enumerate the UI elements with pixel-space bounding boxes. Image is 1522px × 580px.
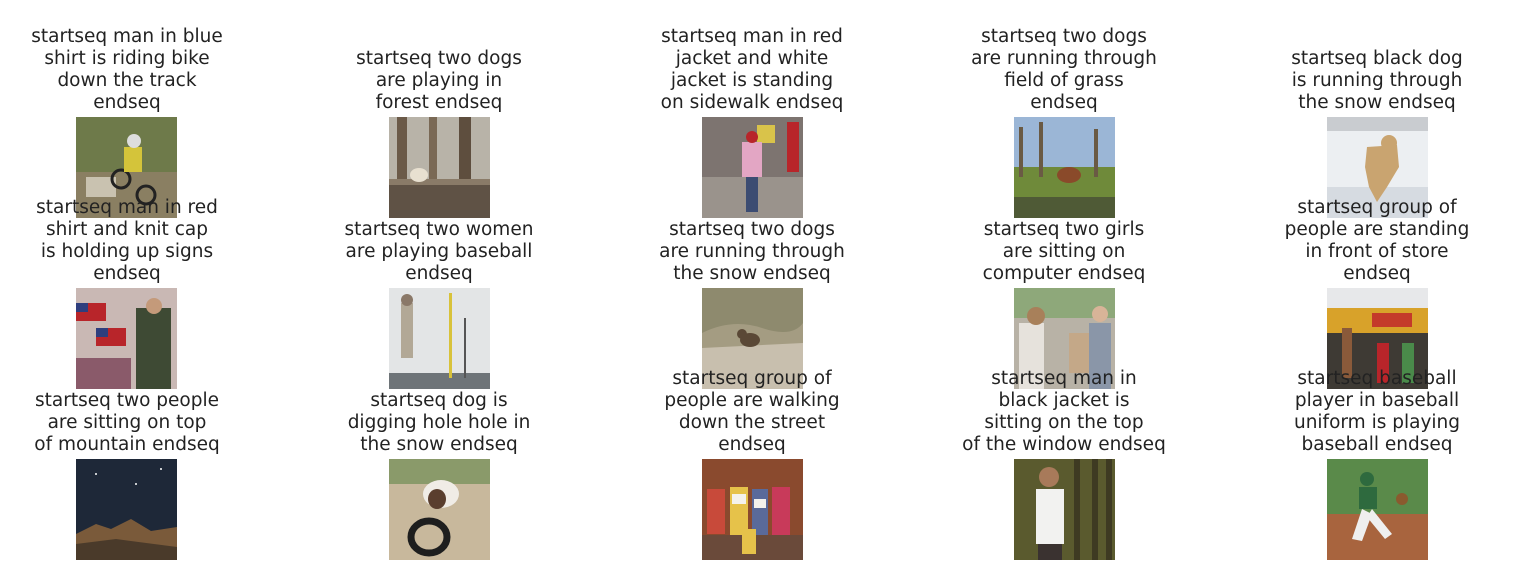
photo-flags-parade <box>76 288 177 389</box>
image-caption: startseq man in black jacket is sitting … <box>962 368 1166 455</box>
image-caption: startseq two dogs are running through fi… <box>971 26 1157 113</box>
image-caption: startseq two dogs are playing in forest … <box>356 48 522 113</box>
image-caption: startseq man in red shirt and knit cap i… <box>36 197 218 284</box>
photo-mountain-biker <box>76 117 177 218</box>
image-caption: startseq man in blue shirt is riding bik… <box>31 26 223 113</box>
photo-girls-market <box>1014 288 1115 389</box>
photo-group-certificates <box>702 459 803 560</box>
photo-baseball-pitcher <box>1327 459 1428 560</box>
photo-baseball-wall <box>389 288 490 389</box>
image-caption: startseq group of people are walking dow… <box>664 368 840 455</box>
photo-sidewalk-crowd <box>702 117 803 218</box>
image-caption: startseq man in red jacket and white jac… <box>660 26 844 113</box>
image-caption: startseq group of people are standing in… <box>1284 197 1470 284</box>
image-caption: startseq two dogs are running through th… <box>659 219 845 284</box>
image-caption: startseq two girls are sitting on comput… <box>982 219 1146 284</box>
photo-dogs-forest <box>389 117 490 218</box>
image-caption: startseq two women are playing baseball … <box>344 219 534 284</box>
photo-mountain-night <box>76 459 177 560</box>
image-caption: startseq dog is digging hole hole in the… <box>347 390 531 455</box>
photo-dog-tire <box>389 459 490 560</box>
photo-store-front <box>1327 288 1428 389</box>
image-caption: startseq two people are sitting on top o… <box>34 390 220 455</box>
image-caption: startseq baseball player in baseball uni… <box>1293 368 1461 455</box>
image-caption: startseq black dog is running through th… <box>1291 48 1463 113</box>
photo-dogs-grass <box>1014 117 1115 218</box>
photo-man-window <box>1014 459 1115 560</box>
photo-dogs-dune <box>702 288 803 389</box>
photo-dog-snow <box>1327 117 1428 218</box>
